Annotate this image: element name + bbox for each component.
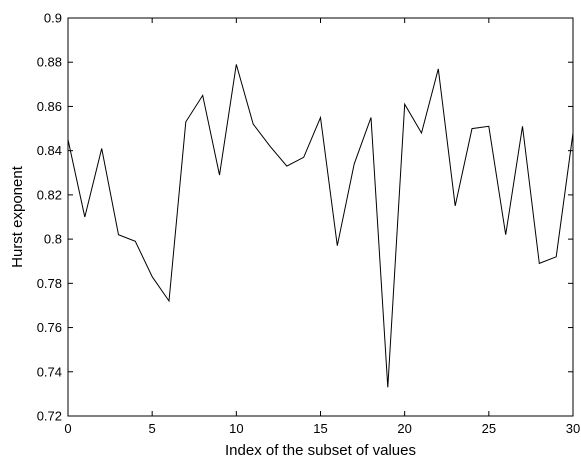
- tick-labels: 0 5 10 15 20 25 30 0.72 0.74 0.76 0.78 0.8 0.82 0.84 0…: [37, 11, 581, 437]
- y-tick-label: 0.76: [37, 320, 62, 335]
- y-tick-label: 0.9: [44, 11, 62, 26]
- y-tick-label: 0.88: [37, 55, 62, 70]
- x-tick-label: 5: [149, 421, 156, 436]
- x-tick-label: 10: [229, 421, 243, 436]
- y-tick-label: 0.82: [37, 187, 62, 202]
- x-tick-label: 20: [397, 421, 411, 436]
- x-tick-label: 15: [313, 421, 327, 436]
- y-tick-label: 0.72: [37, 409, 62, 424]
- y-tick-label: 0.8: [44, 232, 62, 247]
- x-tick-label: 0: [64, 421, 71, 436]
- y-axis-label: Hurst exponent: [9, 165, 26, 268]
- x-tick-label: 30: [566, 421, 580, 436]
- x-tick-label: 25: [482, 421, 496, 436]
- x-axis-label: Index of the subset of values: [225, 442, 416, 459]
- y-tick-label: 0.84: [37, 143, 62, 158]
- y-tick-label: 0.86: [37, 99, 62, 114]
- series-line: [67, 64, 574, 388]
- plot-frame: [67, 17, 574, 417]
- y-tick-label: 0.78: [37, 276, 62, 291]
- ticks: [67, 17, 574, 417]
- series: [67, 64, 574, 388]
- y-tick-label: 0.74: [37, 364, 62, 379]
